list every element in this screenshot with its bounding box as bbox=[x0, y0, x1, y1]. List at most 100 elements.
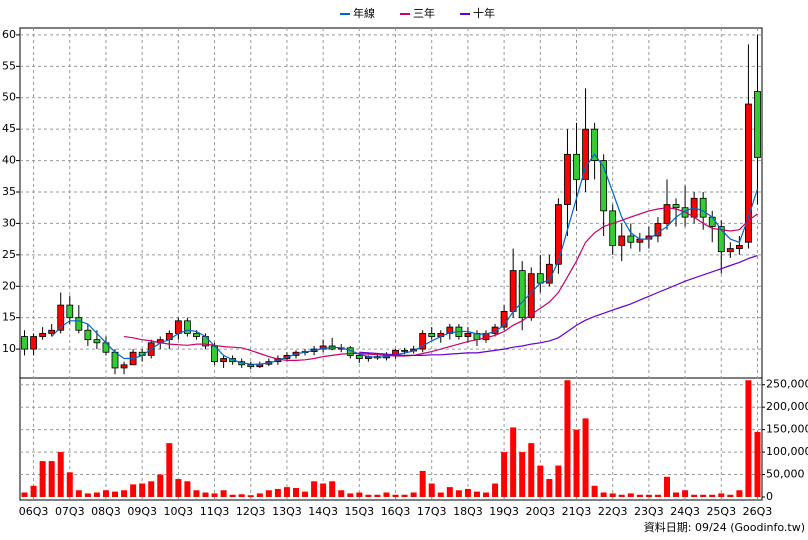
volume-bar bbox=[265, 490, 272, 497]
y-tick-label: 20 bbox=[2, 279, 16, 292]
candle-body bbox=[184, 320, 191, 334]
volume-bar bbox=[663, 476, 670, 497]
candle-body bbox=[66, 304, 74, 319]
ma-line bbox=[124, 207, 758, 361]
volume-bar bbox=[112, 491, 119, 497]
volume-bar bbox=[93, 492, 100, 497]
candle-body bbox=[745, 103, 752, 243]
volume-bar bbox=[247, 495, 254, 497]
legend-label: 三年 bbox=[413, 6, 435, 20]
candle-body bbox=[699, 197, 707, 218]
volume-bar bbox=[202, 492, 209, 497]
volume-bar bbox=[473, 491, 480, 497]
y2-tick-label: 0 bbox=[766, 490, 773, 503]
volume-bar bbox=[347, 493, 354, 497]
candle-body bbox=[654, 223, 662, 237]
volume-bar bbox=[673, 492, 680, 497]
volume-bar bbox=[727, 494, 734, 497]
volume-bar bbox=[57, 452, 64, 497]
volume-bar bbox=[501, 452, 508, 497]
volume-bar bbox=[30, 485, 37, 497]
x-tick-label: 17Q3 bbox=[417, 505, 447, 518]
candle-body bbox=[582, 128, 589, 180]
x-tick-label: 13Q3 bbox=[272, 505, 302, 518]
volume-bar bbox=[627, 493, 634, 497]
volume-bar bbox=[718, 493, 725, 497]
volume-bar bbox=[609, 493, 616, 497]
y-tick-label: 55 bbox=[2, 59, 16, 72]
x-tick-label: 15Q3 bbox=[345, 505, 375, 518]
plot-frame bbox=[19, 27, 763, 501]
y2-tick-label: 250,000 bbox=[766, 378, 808, 391]
candle-body bbox=[509, 270, 517, 312]
candle-body bbox=[717, 226, 725, 253]
candle-body bbox=[21, 336, 28, 350]
volume-bar bbox=[736, 490, 743, 497]
volume-bar bbox=[392, 494, 399, 497]
x-tick-label: 12Q3 bbox=[236, 505, 266, 518]
volume-bar bbox=[220, 490, 227, 497]
volume-bar bbox=[446, 487, 453, 497]
volume-bar bbox=[410, 492, 417, 497]
candle-body bbox=[600, 160, 608, 212]
volume-bar bbox=[483, 492, 490, 497]
volume-bar bbox=[709, 494, 716, 497]
x-tick-label: 09Q3 bbox=[127, 505, 157, 518]
candle-body bbox=[527, 273, 535, 319]
volume-bar bbox=[48, 461, 55, 497]
candle-body bbox=[428, 332, 436, 337]
volume-bar bbox=[492, 483, 499, 497]
candle-body bbox=[220, 358, 227, 363]
x-tick-label: 22Q3 bbox=[598, 505, 628, 518]
volume-bar bbox=[519, 452, 526, 497]
candle-body bbox=[672, 204, 680, 209]
volume-bar bbox=[256, 493, 263, 497]
volume-bar bbox=[600, 492, 607, 497]
legend-label: 十年 bbox=[473, 6, 495, 20]
x-tick-label: 10Q3 bbox=[164, 505, 194, 518]
candle-body bbox=[663, 204, 671, 224]
volume-bar bbox=[311, 481, 318, 497]
volume-bar bbox=[148, 481, 155, 497]
y-tick-label: 10 bbox=[2, 342, 16, 355]
y2-tick-label: 50,000 bbox=[766, 468, 805, 481]
volume-bar bbox=[39, 461, 46, 497]
y-tick-label: 60 bbox=[2, 28, 16, 41]
volume-bar bbox=[618, 494, 625, 497]
x-tick-label: 21Q3 bbox=[562, 505, 592, 518]
volume-bar bbox=[283, 487, 290, 497]
volume-bar bbox=[302, 491, 309, 497]
x-tick-label: 14Q3 bbox=[308, 505, 338, 518]
volume-bar bbox=[510, 427, 517, 497]
x-tick-label: 23Q3 bbox=[634, 505, 664, 518]
y-tick-label: 35 bbox=[2, 185, 16, 198]
x-tick-label: 26Q3 bbox=[743, 505, 773, 518]
volume-bar bbox=[455, 490, 462, 497]
volume-bar bbox=[691, 494, 698, 497]
candle-body bbox=[708, 216, 716, 227]
x-tick-label: 25Q3 bbox=[706, 505, 736, 518]
candle-body bbox=[39, 332, 47, 337]
candle-body bbox=[518, 270, 526, 319]
volume-bar bbox=[21, 492, 28, 497]
volume-bar bbox=[365, 494, 372, 497]
volume-bar bbox=[419, 470, 426, 497]
candle-body bbox=[464, 332, 472, 337]
volume-bar bbox=[320, 483, 327, 497]
candle-body bbox=[48, 329, 56, 334]
candle-body bbox=[500, 310, 508, 328]
volume-bar bbox=[274, 488, 281, 497]
volume-bar bbox=[464, 488, 471, 497]
volume-bar bbox=[211, 493, 218, 497]
volume-bar bbox=[374, 494, 381, 497]
volume-bar bbox=[555, 465, 562, 497]
candle-body bbox=[609, 210, 617, 246]
volume-bar bbox=[537, 465, 544, 497]
volume-bar bbox=[157, 474, 164, 497]
y2-tick-label: 100,000 bbox=[766, 445, 808, 458]
volume-bar bbox=[139, 483, 146, 497]
y2-tick-label: 200,000 bbox=[766, 400, 808, 413]
y-tick-label: 45 bbox=[2, 122, 16, 135]
volume-bar bbox=[229, 494, 236, 497]
y-tick-label: 50 bbox=[2, 91, 16, 104]
